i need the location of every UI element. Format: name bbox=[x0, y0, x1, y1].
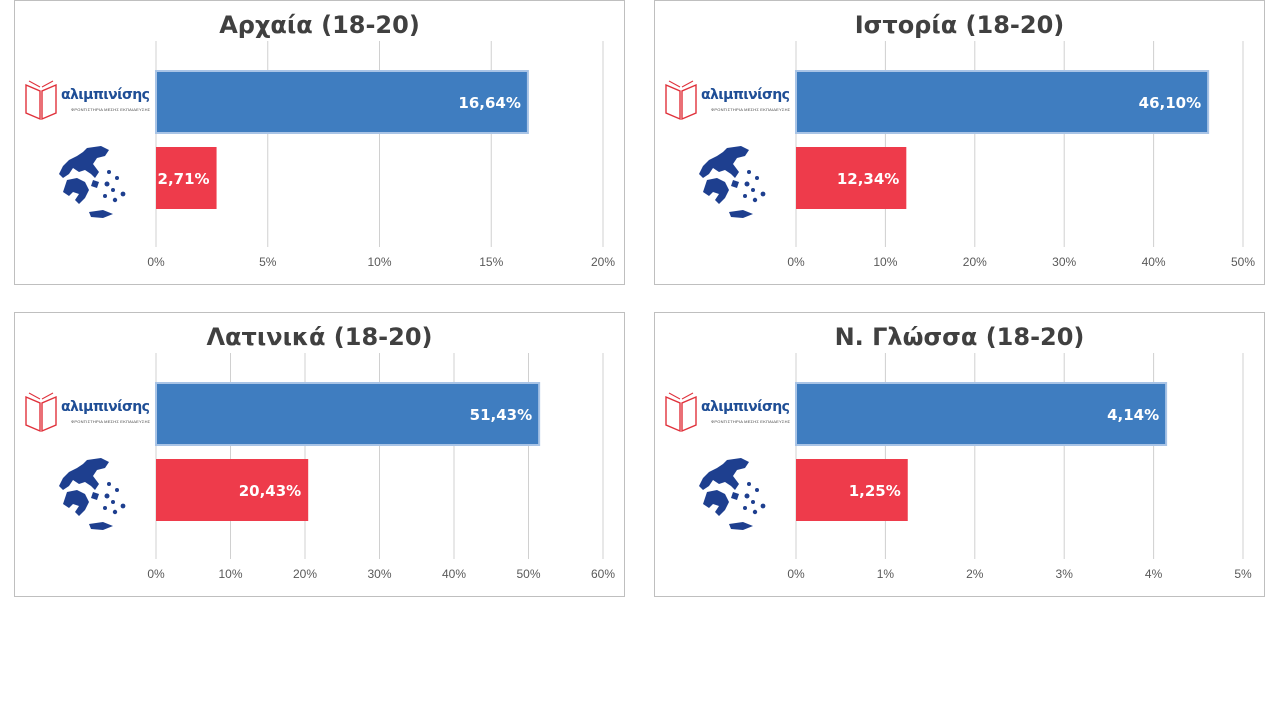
x-tick-label: 10% bbox=[873, 255, 897, 269]
x-tick-label: 20% bbox=[963, 255, 987, 269]
chart-plot: 0% 10% 20% 30% 40% 50% 46,10% 12,34% bbox=[787, 41, 1255, 269]
x-tick-label: 50% bbox=[1231, 255, 1255, 269]
greece-map-icon bbox=[59, 458, 126, 530]
brand-logo: αλιμπινίσης ΦΡΟΝΤΙΣΤΗΡΙΑ ΜΕΣΗΣ ΕΚΠΑΙΔΕΥΣ… bbox=[23, 77, 161, 121]
x-tick-label: 5% bbox=[259, 255, 277, 269]
brand-name: αλιμπινίσης bbox=[61, 399, 150, 415]
chart-plot: 0% 5% 10% 15% 20% 16,64% 2,71% bbox=[147, 41, 615, 269]
data-label: 51,43% bbox=[470, 406, 532, 424]
greece-map-icon bbox=[59, 146, 126, 218]
bar-national bbox=[796, 459, 908, 521]
x-tick-label: 10% bbox=[218, 567, 242, 581]
x-tick-label: 3% bbox=[1056, 567, 1074, 581]
x-tick-label: 15% bbox=[479, 255, 503, 269]
x-tick-label: 1% bbox=[877, 567, 895, 581]
x-tick-label: 30% bbox=[367, 567, 391, 581]
data-label: 12,34% bbox=[837, 170, 899, 188]
x-tick-label: 5% bbox=[1234, 567, 1252, 581]
x-tick-label: 40% bbox=[1142, 255, 1166, 269]
brand-tagline: ΦΡΟΝΤΙΣΤΗΡΙΑ ΜΕΣΗΣ ΕΚΠΑΙΔΕΥΣΗΣ bbox=[71, 419, 151, 424]
chart-plot: 0% 1% 2% 3% 4% 5% 4,14% 1,25% bbox=[787, 353, 1252, 581]
brand-logo: αλιμπινίσης ΦΡΟΝΤΙΣΤΗΡΙΑ ΜΕΣΗΣ ΕΚΠΑΙΔΕΥΣ… bbox=[663, 389, 801, 433]
chart-title: Λατινικά (18-20) bbox=[206, 323, 433, 351]
x-tick-label: 0% bbox=[787, 255, 805, 269]
book-icon bbox=[665, 392, 697, 433]
x-tick-label: 4% bbox=[1145, 567, 1163, 581]
chart-title: Ιστορία (18-20) bbox=[854, 11, 1065, 39]
book-icon bbox=[25, 80, 57, 121]
bar-brand bbox=[155, 382, 541, 446]
chart-title: Ν. Γλώσσα (18-20) bbox=[834, 323, 1085, 351]
x-tick-label: 20% bbox=[591, 255, 615, 269]
data-label: 20,43% bbox=[239, 482, 301, 500]
chart-panel-istoria: Ιστορία (18-20) αλιμπινίσης ΦΡΟΝΤΙΣΤΗΡΙΑ… bbox=[654, 0, 1265, 285]
data-label: 4,14% bbox=[1107, 406, 1159, 424]
brand-tagline: ΦΡΟΝΤΙΣΤΗΡΙΑ ΜΕΣΗΣ ΕΚΠΑΙΔΕΥΣΗΣ bbox=[711, 419, 791, 424]
x-tick-label: 0% bbox=[147, 255, 165, 269]
brand-name: αλιμπινίσης bbox=[701, 399, 790, 415]
brand-tagline: ΦΡΟΝΤΙΣΤΗΡΙΑ ΜΕΣΗΣ ΕΚΠΑΙΔΕΥΣΗΣ bbox=[711, 107, 791, 112]
x-tick-label: 10% bbox=[367, 255, 391, 269]
x-tick-label: 30% bbox=[1052, 255, 1076, 269]
x-tick-label: 40% bbox=[442, 567, 466, 581]
x-tick-label: 0% bbox=[147, 567, 165, 581]
data-label: 1,25% bbox=[849, 482, 901, 500]
x-tick-label: 50% bbox=[516, 567, 540, 581]
chart-panel-latinika: Λατινικά (18-20) αλιμπινίσης ΦΡΟΝΤΙΣΤΗΡΙ… bbox=[14, 312, 625, 597]
x-tick-label: 2% bbox=[966, 567, 984, 581]
x-tick-label: 60% bbox=[591, 567, 615, 581]
data-label: 46,10% bbox=[1139, 94, 1201, 112]
brand-tagline: ΦΡΟΝΤΙΣΤΗΡΙΑ ΜΕΣΗΣ ΕΚΠΑΙΔΕΥΣΗΣ bbox=[71, 107, 151, 112]
book-icon bbox=[25, 392, 57, 433]
bar-brand bbox=[795, 382, 1168, 446]
data-label: 16,64% bbox=[458, 94, 520, 112]
data-label: 2,71% bbox=[158, 170, 210, 188]
chart-panel-glossa: Ν. Γλώσσα (18-20) αλιμπινίσης ΦΡΟΝΤΙΣΤΗΡ… bbox=[654, 312, 1265, 597]
brand-name: αλιμπινίσης bbox=[61, 87, 150, 103]
brand-logo: αλιμπινίσης ΦΡΟΝΤΙΣΤΗΡΙΑ ΜΕΣΗΣ ΕΚΠΑΙΔΕΥΣ… bbox=[23, 389, 161, 433]
bar-national bbox=[156, 147, 217, 209]
bar-national bbox=[796, 147, 907, 209]
bar-brand bbox=[155, 70, 529, 134]
book-icon bbox=[665, 80, 697, 121]
chart-plot: 0% 10% 20% 30% 40% 50% 60% 51,43% 20,43% bbox=[147, 353, 615, 581]
bar-national bbox=[156, 459, 309, 521]
greece-map-icon bbox=[699, 146, 766, 218]
brand-name: αλιμπινίσης bbox=[701, 87, 790, 103]
bar-brand bbox=[795, 70, 1210, 134]
chart-title: Αρχαία (18-20) bbox=[219, 11, 420, 39]
chart-panel-arxaia: Αρχαία (18-20) αλιμπινίσης ΦΡΟΝΤΙΣΤΗΡΙΑ … bbox=[14, 0, 625, 285]
x-tick-label: 0% bbox=[787, 567, 805, 581]
brand-logo: αλιμπινίσης ΦΡΟΝΤΙΣΤΗΡΙΑ ΜΕΣΗΣ ΕΚΠΑΙΔΕΥΣ… bbox=[663, 77, 801, 121]
x-tick-label: 20% bbox=[293, 567, 317, 581]
greece-map-icon bbox=[699, 458, 766, 530]
